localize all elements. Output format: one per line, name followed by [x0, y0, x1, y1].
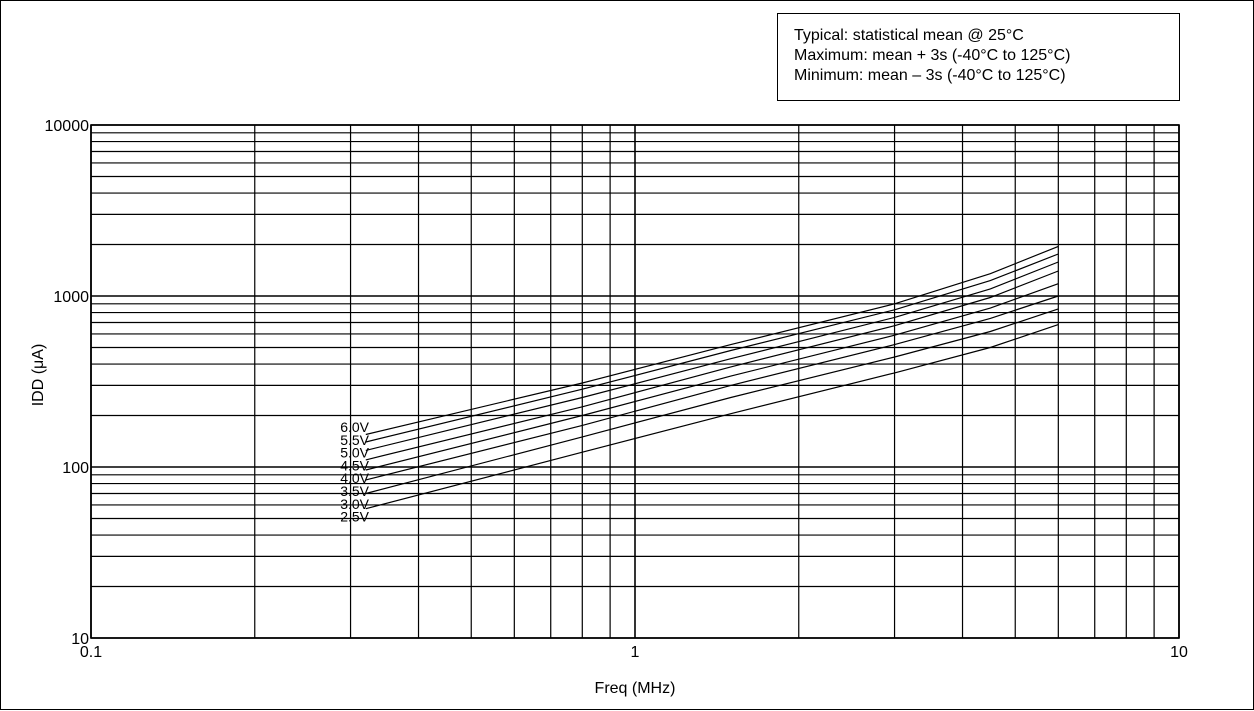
minimum-legend-line: Minimum: mean – 3s (-40°C to 125°C): [794, 67, 1066, 84]
series-line-2-5V: [365, 324, 1059, 510]
series-label-3-0V: 3.0V: [340, 496, 369, 512]
series-line-5-0V: [365, 261, 1059, 451]
y-axis-label: IDD (μA): [30, 344, 47, 407]
x-tick-label: 0.1: [80, 644, 102, 661]
grid-layer: [90, 124, 1180, 639]
series-line-3-5V: [365, 295, 1059, 481]
series-line-3-0V: [365, 308, 1059, 495]
series-label-layer: 6.0V5.5V5.0V4.5V4.0V3.5V3.0V2.5V: [340, 419, 369, 525]
y-tick-label: 10000: [45, 118, 90, 135]
series-label-4-0V: 4.0V: [340, 470, 369, 486]
series-line-6-0V: [365, 245, 1059, 436]
statistics-legend-box: Typical: statistical mean @ 25°C Maximum…: [777, 13, 1180, 101]
series-label-6-0V: 6.0V: [340, 419, 369, 435]
y-tick-label: 10: [71, 631, 89, 648]
axis-label-layer: 0.1 1 10 10 100 1000 10000: [45, 118, 1189, 661]
y-tick-label: 100: [62, 460, 89, 477]
series-label-5-0V: 5.0V: [340, 445, 369, 461]
series-label-4-5V: 4.5V: [340, 457, 369, 473]
x-tick-label: 1: [631, 644, 640, 661]
series-label-2-5V: 2.5V: [340, 509, 369, 525]
x-tick-label: 10: [1170, 644, 1188, 661]
series-layer: [365, 245, 1059, 510]
series-label-3-5V: 3.5V: [340, 483, 369, 499]
series-line-4-5V: [365, 270, 1059, 461]
x-axis-label: Freq (MHz): [595, 680, 676, 697]
maximum-legend-line: Maximum: mean + 3s (-40°C to 125°C): [794, 47, 1071, 64]
typical-legend-line: Typical: statistical mean @ 25°C: [794, 27, 1024, 44]
y-tick-label: 1000: [53, 289, 89, 306]
series-line-4-0V: [365, 283, 1059, 471]
series-label-5-5V: 5.5V: [340, 432, 369, 448]
plot-frame: [90, 124, 1180, 639]
series-line-5-5V: [365, 253, 1059, 443]
